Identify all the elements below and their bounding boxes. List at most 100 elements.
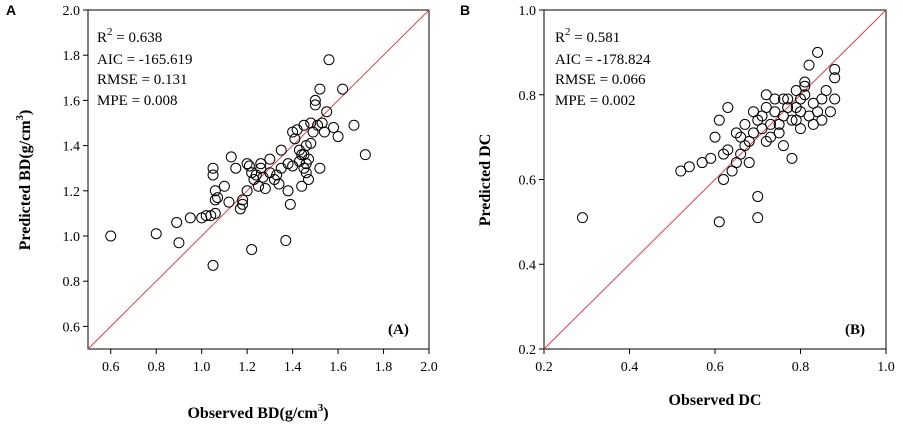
panel-a-plot-frame xyxy=(87,9,430,350)
panel-a-data-point xyxy=(264,167,276,179)
panel-a-data-point xyxy=(241,185,253,197)
panel-b-y-tick-label: 0.4 xyxy=(519,258,537,273)
panel-a-y-tick-label: 0.8 xyxy=(63,275,81,290)
panel-b-data-point xyxy=(730,127,742,139)
panel-a-data-point xyxy=(314,83,326,95)
panel-a-data-point xyxy=(275,162,287,174)
panel-a-data-point xyxy=(207,259,219,271)
panel-b-data-point xyxy=(812,46,824,58)
panel-b-data-point xyxy=(807,118,819,130)
panel-b-data-point xyxy=(829,63,841,75)
panel-a-points xyxy=(105,54,371,271)
panel-b-data-point xyxy=(576,212,588,224)
panel-b-data-point xyxy=(773,127,785,139)
panel-a-data-point xyxy=(209,207,221,219)
panel-b-data-point xyxy=(829,93,841,105)
panel-b-data-point xyxy=(752,190,764,202)
panel-a-data-point xyxy=(303,174,315,185)
panel-a-data-point xyxy=(225,151,237,163)
panel-b-x-tick-label: 0.6 xyxy=(706,360,724,375)
panel-a-y-tick-label: 1.4 xyxy=(63,140,81,155)
panel-b-data-point xyxy=(773,118,785,130)
panel-a-data-point xyxy=(171,216,183,228)
panel-b-mpe: MPE = 0.002 xyxy=(555,93,636,109)
panel-b-data-point xyxy=(722,144,734,156)
panel-a-stats: R2 = 0.638 AIC = -165.619 RMSE = 0.131 M… xyxy=(97,26,193,109)
panel-b-data-point xyxy=(743,157,755,169)
panel-a-data-point xyxy=(253,180,264,192)
panel-a-y-tick-label: 1.8 xyxy=(63,49,81,64)
panel-a-y-tick-label: 0.6 xyxy=(63,320,81,335)
panel-a-data-point xyxy=(237,194,249,206)
panel-a-y-tick-label: 1.2 xyxy=(63,185,81,200)
panel-b-data-point xyxy=(795,123,806,135)
panel-a-data-point xyxy=(212,192,224,204)
panel-a-data-point xyxy=(243,160,255,172)
panel-a-data-point xyxy=(328,122,340,134)
panel-b-data-point xyxy=(760,135,772,147)
panel-a-data-point xyxy=(209,194,221,206)
panel-b-y-axis-label: Predicted DC xyxy=(477,134,494,227)
panel-a-y-tick-label: 1.6 xyxy=(63,94,81,109)
panel-a-data-point xyxy=(207,169,219,181)
panel-b-data-point xyxy=(812,106,824,118)
panel-a-x-tick-label: 1.8 xyxy=(375,360,393,375)
panel-b-data-point xyxy=(752,114,764,126)
panel-a-data-point xyxy=(289,133,301,145)
panel-b-data-point xyxy=(718,174,730,185)
panel-a-data-point xyxy=(255,158,267,170)
panel-b-ticks: 0.2 0.4 0.6 0.8 1.0 0.2 0.4 0.6 0.8 1.0 xyxy=(519,4,895,375)
panel-b-r2: R2 = 0.581 xyxy=(555,26,620,46)
panel-b-x-tick-label: 0.2 xyxy=(535,360,553,375)
panel-a-data-point xyxy=(275,144,287,156)
panel-a-data-point xyxy=(305,117,317,129)
panel-a-x-tick-label: 2.0 xyxy=(420,360,438,375)
panel-a-data-point xyxy=(293,155,305,167)
panel-b-data-point xyxy=(709,131,721,143)
panel-b-data-point xyxy=(799,76,811,88)
panel-a-data-point xyxy=(300,167,312,179)
panel-b-x-axis-label: Observed DC xyxy=(669,392,762,409)
panel-b-data-point xyxy=(760,101,772,113)
panel-b-data-point xyxy=(765,131,777,143)
panel-b-data-point xyxy=(683,161,695,173)
panel-b-data-point xyxy=(816,93,828,105)
panel-a-data-point xyxy=(105,230,117,242)
panel-a-x-tick-label: 0.6 xyxy=(102,360,120,375)
panel-b-data-point xyxy=(739,140,751,152)
panel-b-data-point xyxy=(730,157,742,169)
panel-b: B 0.2 0.4 0.6 0.8 1.0 0.2 0.4 0.6 0.8 1.0 R2 = 0.… xyxy=(460,2,895,409)
panel-b-data-point xyxy=(807,97,819,109)
panel-a-data-point xyxy=(282,185,294,197)
panel-a-mpe: MPE = 0.008 xyxy=(97,93,178,109)
panel-b-rmse: RMSE = 0.066 xyxy=(555,72,646,88)
panel-a-data-point xyxy=(309,94,321,106)
panel-a-data-point xyxy=(173,237,185,249)
panel-b-data-point xyxy=(795,106,806,118)
panel-a-data-point xyxy=(280,235,292,247)
panel-b-data-point xyxy=(769,93,781,105)
panel-b-data-point xyxy=(675,165,687,177)
panel-b-data-point xyxy=(743,135,755,147)
panel-a-data-point xyxy=(230,162,242,174)
panel-b-x-tick-label: 0.8 xyxy=(792,360,810,375)
panel-a-data-point xyxy=(257,171,269,183)
panel-b-data-point xyxy=(790,114,802,126)
panel-a-data-point xyxy=(359,149,371,161)
panel-a-data-point xyxy=(300,140,312,152)
panel-a-y-tick-label: 1.0 xyxy=(63,230,81,245)
panel-a-data-point xyxy=(314,162,326,174)
panel-a-data-point xyxy=(241,158,253,170)
panel-b-data-point xyxy=(722,101,734,113)
panel-b-data-point xyxy=(777,110,789,122)
panel-b-data-point xyxy=(803,59,815,71)
panel-b-data-point xyxy=(739,118,751,130)
panel-b-data-point xyxy=(735,148,747,160)
panel-b-data-point xyxy=(705,152,717,164)
panel-b-y-tick-label: 0.8 xyxy=(519,89,537,104)
panel-b-data-point xyxy=(752,212,764,224)
panel-a-tag: (A) xyxy=(388,322,409,338)
panel-b-data-point xyxy=(696,157,708,169)
panel-a-x-tick-label: 0.8 xyxy=(147,360,165,375)
panel-b-aic: AIC = -178.824 xyxy=(555,52,651,68)
